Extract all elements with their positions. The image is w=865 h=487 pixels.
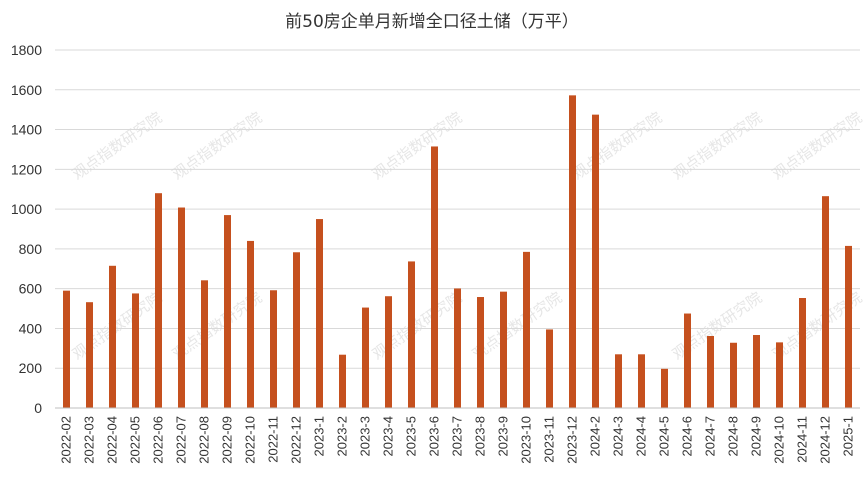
- bar: [224, 215, 231, 408]
- watermark-text: 观点指数研究院: [769, 108, 865, 183]
- bar: [730, 342, 737, 408]
- bar: [707, 336, 714, 408]
- x-tick-label: 2023-12: [565, 416, 580, 464]
- y-tick-label: 1400: [11, 122, 42, 138]
- x-tick-label: 2024-8: [726, 416, 741, 456]
- bar: [569, 95, 576, 408]
- x-tick-label: 2024-10: [772, 416, 787, 464]
- x-tick-label: 2024-5: [657, 416, 672, 456]
- bar: [293, 252, 300, 408]
- bar: [500, 291, 507, 408]
- bar: [776, 342, 783, 408]
- watermark-text: 观点指数研究院: [169, 108, 265, 183]
- x-tick-label: 2024-4: [634, 416, 649, 456]
- bar: [86, 302, 93, 408]
- x-tick-label: 2024-9: [749, 416, 764, 456]
- x-tick-label: 2022-12: [289, 416, 304, 464]
- bar: [63, 290, 70, 408]
- bar: [408, 261, 415, 408]
- y-tick-label: 1800: [11, 42, 42, 58]
- x-tick-label: 2024-2: [588, 416, 603, 456]
- x-tick-label: 2022-03: [82, 416, 97, 464]
- x-tick-label: 2022-05: [128, 416, 143, 464]
- bar: [109, 265, 116, 408]
- x-tick-label: 2022-08: [197, 416, 212, 464]
- bar: [822, 196, 829, 408]
- bar: [362, 307, 369, 408]
- watermark-text: 观点指数研究院: [69, 108, 165, 183]
- watermark-text: 观点指数研究院: [69, 288, 165, 363]
- bar: [546, 329, 553, 408]
- gridlines: [55, 49, 860, 369]
- bar: [638, 354, 645, 408]
- bar: [385, 296, 392, 408]
- bar: [178, 207, 185, 408]
- bar: [753, 335, 760, 408]
- watermark-layer: 观点指数研究院 观点指数研究院 观点指数研究院 观点指数研究院 观点指数研究院 观点指数研…: [69, 108, 865, 363]
- x-tick-label: 2022-09: [220, 416, 235, 464]
- y-tick-label: 800: [19, 241, 43, 257]
- x-axis-ticks: 2022-02 2022-03 2022-04 2022-05 2022-06 2022-…: [59, 416, 856, 464]
- x-tick-label: 2024-6: [680, 416, 695, 456]
- bar: [523, 251, 530, 408]
- x-tick-label: 2023-2: [335, 416, 350, 456]
- bar: [615, 354, 622, 408]
- bar: [592, 114, 599, 408]
- bar: [316, 219, 323, 408]
- watermark-text: 观点指数研究院: [569, 108, 665, 183]
- x-tick-label: 2022-06: [151, 416, 166, 464]
- x-tick-label: 2022-02: [59, 416, 74, 464]
- x-tick-label: 2022-11: [266, 416, 281, 463]
- y-tick-label: 200: [19, 360, 43, 376]
- watermark-text: 观点指数研究院: [369, 108, 465, 183]
- x-tick-label: 2022-10: [243, 416, 258, 464]
- x-tick-label: 2022-07: [174, 416, 189, 464]
- bar: [845, 245, 852, 408]
- y-tick-label: 1600: [11, 82, 42, 98]
- x-tick-label: 2023-3: [358, 416, 373, 456]
- x-tick-label: 2024-7: [703, 416, 718, 456]
- bar: [477, 297, 484, 408]
- x-tick-label: 2025-1: [841, 416, 856, 456]
- x-tick-label: 2024-3: [611, 416, 626, 456]
- x-tick-label: 2023-7: [450, 416, 465, 456]
- x-tick-label: 2023-10: [519, 416, 534, 464]
- watermark-text: 观点指数研究院: [669, 108, 765, 183]
- x-tick-label: 2024-11: [795, 416, 810, 463]
- bar: [132, 293, 139, 408]
- y-tick-label: 1000: [11, 201, 42, 217]
- y-tick-label: 0: [34, 400, 42, 416]
- bar: [339, 354, 346, 408]
- x-tick-label: 2023-11: [542, 416, 557, 463]
- y-axis-ticks: 0 200 400 600 800 1000 1200 1400 1600 1800: [11, 42, 42, 416]
- y-tick-label: 1200: [11, 161, 42, 177]
- bar: [684, 313, 691, 408]
- bar: [799, 298, 806, 408]
- bar: [431, 146, 438, 408]
- x-tick-label: 2023-1: [312, 416, 327, 456]
- y-tick-label: 600: [19, 281, 43, 297]
- bars: [63, 95, 852, 408]
- watermark-text: 观点指数研究院: [669, 288, 765, 363]
- x-tick-label: 2022-04: [105, 416, 120, 464]
- bar: [201, 280, 208, 408]
- x-tick-label: 2023-9: [496, 416, 511, 456]
- bar: [155, 193, 162, 408]
- x-tick-label: 2024-12: [818, 416, 833, 464]
- bar: [454, 288, 461, 408]
- x-tick-label: 2023-8: [473, 416, 488, 456]
- x-tick-label: 2023-5: [404, 416, 419, 456]
- x-tick-label: 2023-6: [427, 416, 442, 456]
- y-tick-label: 400: [19, 320, 43, 336]
- chart-title: 前50房企单月新增全口径土储（万平）: [285, 12, 579, 32]
- bar: [661, 368, 668, 408]
- bar: [247, 240, 254, 408]
- bar: [270, 290, 277, 408]
- watermark-text: 观点指数研究院: [369, 288, 465, 363]
- x-tick-label: 2023-4: [381, 416, 396, 456]
